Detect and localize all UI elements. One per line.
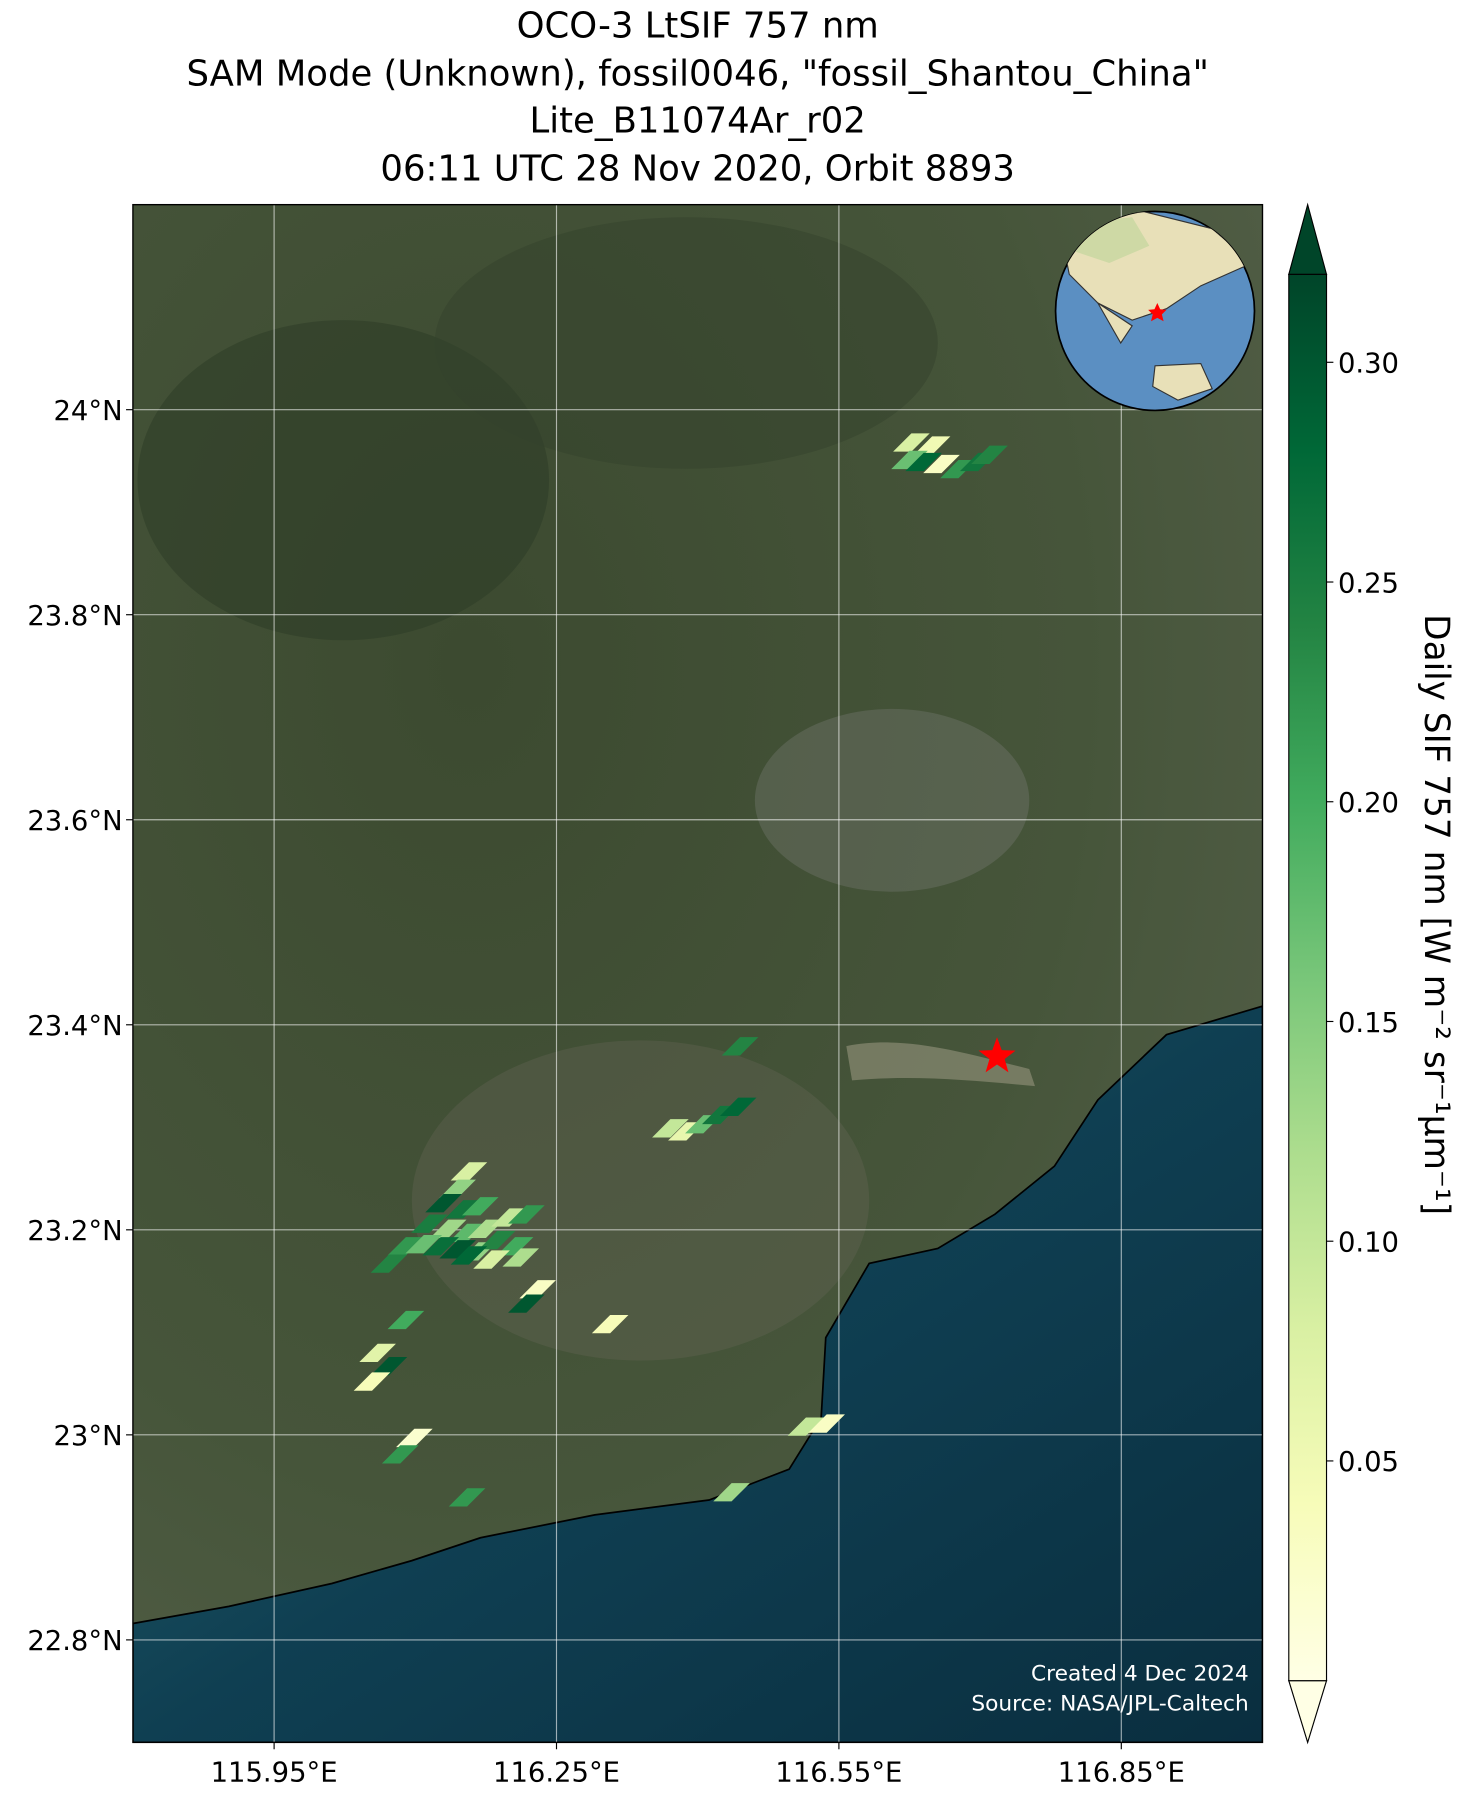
- title-line: SAM Mode (Unknown), fossil0046, "fossil_…: [186, 54, 1208, 95]
- footprint: [425, 1194, 462, 1213]
- city: [411, 1040, 870, 1361]
- footprint: [461, 1197, 499, 1216]
- footprint: [508, 1294, 545, 1313]
- colorbar-body: [1288, 273, 1328, 1682]
- colorbar-tick-label: 0.05: [1338, 1447, 1399, 1478]
- footprint: [405, 1235, 443, 1254]
- x-tick-label: 115.95°E: [211, 1757, 338, 1788]
- y-tick-label: 23.6°N: [27, 806, 122, 837]
- footprint: [439, 1240, 476, 1259]
- footprint: [439, 1179, 476, 1198]
- city: [754, 708, 1030, 892]
- footprint: [721, 1037, 759, 1056]
- x-tick-label: 116.85°E: [1058, 1757, 1185, 1788]
- y-tick-label: 22.8°N: [27, 1626, 122, 1657]
- title-line: Lite_B11074Ar_r02: [530, 101, 866, 142]
- footprint: [652, 1119, 689, 1138]
- colorbar-tick-label: 0.15: [1338, 1008, 1399, 1039]
- footprint: [808, 1414, 845, 1433]
- mountains: [137, 320, 550, 641]
- footprint: [422, 1237, 460, 1256]
- y-tick-label: 23.2°N: [27, 1216, 122, 1247]
- footer-text: Source: NASA/JPL-Caltech: [971, 1691, 1248, 1716]
- title-line: 06:11 UTC 28 Nov 2020, Orbit 8893: [380, 149, 1015, 190]
- y-tick-label: 24°N: [53, 396, 122, 427]
- footprint: [591, 1314, 629, 1334]
- sea: [132, 1005, 1263, 1743]
- footprint: [905, 452, 942, 472]
- footprint: [923, 454, 960, 474]
- footprint: [787, 1417, 825, 1436]
- colorbar-extend-bottom: [1288, 1680, 1328, 1745]
- footprint: [450, 1162, 488, 1181]
- y-tick-label: 23.8°N: [27, 601, 122, 632]
- globe-continent: [1152, 362, 1213, 401]
- footprint: [448, 1488, 486, 1507]
- footprint: [381, 1445, 419, 1464]
- title-line: OCO-3 LtSIF 757 nm: [517, 6, 879, 47]
- footprint: [370, 1357, 408, 1376]
- footprint: [913, 436, 951, 455]
- colorbar-tick-label: 0.30: [1338, 349, 1399, 380]
- footprint: [478, 1230, 516, 1250]
- estuary: [846, 1042, 1035, 1087]
- footprint: [429, 1219, 467, 1238]
- footprint: [508, 1205, 545, 1224]
- footprints: [353, 433, 1008, 1507]
- globe-inset: [1054, 210, 1256, 412]
- footprint: [502, 1248, 540, 1267]
- footprint: [971, 445, 1008, 464]
- footprint: [719, 1097, 757, 1116]
- footprint: [713, 1483, 750, 1502]
- x-tick-label: 116.25°E: [493, 1757, 620, 1788]
- map-frame: [132, 203, 1264, 1744]
- colorbar: 0.05 0.10 0.15 0.20 0.25 0.30: [1288, 202, 1399, 1745]
- footprint: [396, 1428, 433, 1448]
- globe-continent: [1097, 302, 1133, 345]
- footprint: [353, 1372, 391, 1391]
- footprint: [387, 1310, 425, 1330]
- footprint: [491, 1208, 528, 1227]
- colorbar-tick-label: 0.25: [1338, 568, 1399, 599]
- footprint: [370, 1254, 408, 1273]
- footprint: [450, 1246, 488, 1265]
- globe-star: [1148, 302, 1167, 322]
- basemap: [132, 204, 1263, 1743]
- footprint: [519, 1280, 556, 1299]
- footprint: [893, 433, 930, 452]
- target-star: [978, 1037, 1016, 1073]
- y-tick-label: 23.4°N: [27, 1011, 122, 1042]
- y-tick-label: 23°N: [53, 1421, 122, 1452]
- footprint: [445, 1200, 482, 1219]
- colorbar-label: Daily SIF 757 nm [W m⁻² sr⁻¹µm⁻¹]: [1416, 614, 1456, 1215]
- grid: [132, 204, 1263, 1743]
- colorbar-tick-label: 0.20: [1338, 788, 1399, 819]
- footprint: [473, 1250, 510, 1269]
- x-tick-label: 116.55°E: [775, 1757, 902, 1788]
- colorbar-extend-top: [1288, 202, 1328, 275]
- footprint: [359, 1343, 396, 1362]
- footprint: [411, 1214, 448, 1233]
- footer-text: Created 4 Dec 2024: [1031, 1662, 1249, 1687]
- mountains: [434, 217, 938, 469]
- footprint: [387, 1237, 425, 1256]
- footprint: [891, 450, 928, 470]
- globe-land: [1057, 211, 1254, 401]
- colorbar-tick-label: 0.10: [1338, 1227, 1399, 1258]
